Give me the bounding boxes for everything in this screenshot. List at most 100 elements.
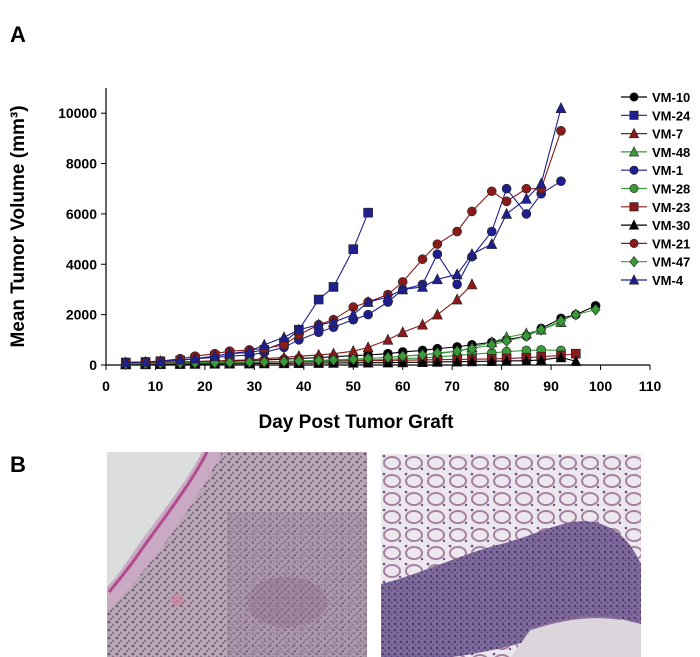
x-tick-label: 80 bbox=[494, 378, 510, 394]
data-point-vm-30 bbox=[486, 355, 498, 367]
series-line-vm-4 bbox=[125, 108, 562, 364]
data-point-vm-7 bbox=[466, 278, 478, 290]
x-tick-label: 100 bbox=[589, 378, 613, 394]
data-point-vm-24 bbox=[328, 282, 339, 292]
data-point-vm-7 bbox=[362, 341, 374, 353]
legend-label-vm-1: VM-1 bbox=[652, 163, 683, 178]
data-point-vm-7 bbox=[431, 308, 443, 320]
data-point-vm-47 bbox=[570, 308, 581, 321]
data-point-vm-47 bbox=[417, 348, 428, 361]
data-point-vm-4 bbox=[278, 331, 290, 343]
legend-marker-vm-24 bbox=[629, 110, 639, 120]
y-axis-title: Mean Tumor Volume (mm³) bbox=[8, 105, 29, 347]
chart-series-layer bbox=[120, 101, 601, 370]
legend-label-vm-24: VM-24 bbox=[652, 108, 691, 123]
series-line-vm-1 bbox=[125, 180, 562, 364]
data-point-vm-1 bbox=[501, 183, 512, 194]
data-point-vm-21 bbox=[521, 183, 532, 194]
data-point-vm-30 bbox=[417, 356, 428, 368]
legend-label-vm-23: VM-23 bbox=[652, 200, 690, 215]
x-axis-title: Day Post Tumor Graft bbox=[259, 412, 455, 433]
data-point-vm-24 bbox=[363, 207, 373, 218]
series-vm-47 bbox=[120, 303, 601, 370]
data-point-vm-4 bbox=[258, 338, 270, 350]
data-point-vm-4 bbox=[431, 273, 443, 285]
data-point-vm-47 bbox=[259, 356, 270, 368]
data-point-vm-4 bbox=[501, 207, 513, 219]
chart-legend: VM-10 VM-24 VM-7 VM-48 VM-1 VM-28 VM-23 VM-30 VM… bbox=[617, 87, 697, 293]
data-point-vm-4 bbox=[189, 352, 201, 364]
data-point-vm-4 bbox=[451, 268, 463, 280]
series-vm-24 bbox=[120, 207, 373, 368]
data-point-vm-4 bbox=[209, 350, 221, 361]
data-point-vm-1 bbox=[432, 249, 443, 259]
data-point-vm-7 bbox=[451, 293, 463, 305]
data-point-vm-30 bbox=[451, 355, 463, 367]
legend-marker-vm-10 bbox=[629, 92, 639, 102]
series-vm-1 bbox=[120, 176, 566, 368]
data-point-vm-30 bbox=[520, 354, 532, 366]
data-point-vm-21 bbox=[467, 206, 477, 217]
legend-marker-vm-28 bbox=[629, 184, 639, 194]
y-tick-label: 4000 bbox=[66, 256, 97, 272]
data-point-vm-1 bbox=[556, 176, 566, 186]
x-tick-label: 40 bbox=[296, 378, 312, 394]
data-point-vm-7 bbox=[397, 326, 409, 338]
data-point-vm-4 bbox=[417, 280, 428, 292]
data-point-vm-4 bbox=[520, 192, 532, 204]
data-point-vm-47 bbox=[383, 351, 393, 364]
panel-label-a: A bbox=[10, 22, 26, 47]
legend-marker-vm-48 bbox=[628, 146, 640, 157]
data-point-vm-4 bbox=[243, 344, 255, 356]
legend-marker-vm-23 bbox=[629, 202, 639, 212]
tumor-volume-chart: 0 2000 4000 6000 8000 10000 0 10 20 30 40 50 60 70 80 9… bbox=[8, 87, 697, 433]
legend-label-vm-30: VM-30 bbox=[652, 218, 690, 233]
legend-label-vm-47: VM-47 bbox=[652, 255, 690, 270]
data-point-vm-47 bbox=[363, 352, 373, 365]
data-point-vm-4 bbox=[328, 316, 339, 327]
data-point-vm-47 bbox=[486, 338, 497, 351]
data-point-vm-4 bbox=[466, 248, 478, 260]
series-line-vm-47 bbox=[125, 309, 596, 365]
data-point-vm-4 bbox=[224, 347, 236, 359]
x-tick-label: 0 bbox=[102, 378, 110, 394]
data-point-vm-47 bbox=[467, 342, 477, 355]
legend-marker-vm-30 bbox=[628, 219, 640, 230]
y-tick-label: 0 bbox=[89, 357, 97, 373]
data-point-vm-47 bbox=[452, 345, 463, 358]
x-tick-label: 110 bbox=[639, 378, 662, 394]
data-point-vm-30 bbox=[555, 351, 567, 363]
data-point-vm-1 bbox=[452, 279, 462, 290]
data-point-vm-30 bbox=[501, 354, 513, 366]
data-point-vm-4 bbox=[140, 355, 152, 367]
data-point-vm-4 bbox=[397, 283, 409, 295]
data-point-vm-47 bbox=[432, 346, 443, 359]
legend-marker-vm-7 bbox=[628, 127, 640, 139]
x-tick-label: 70 bbox=[444, 378, 460, 394]
legend-marker-vm-1 bbox=[629, 165, 639, 175]
data-point-vm-21 bbox=[501, 196, 512, 207]
x-tick-label: 90 bbox=[543, 378, 559, 394]
y-tick-label: 8000 bbox=[66, 156, 97, 172]
legend-label-vm-7: VM-7 bbox=[652, 127, 683, 142]
data-point-vm-4 bbox=[382, 290, 394, 302]
data-point-vm-47 bbox=[536, 323, 547, 336]
chart-axes: 0 2000 4000 6000 8000 10000 0 10 20 30 40 50 60 70 80 9… bbox=[8, 88, 662, 433]
legend-label-vm-10: VM-10 bbox=[652, 90, 690, 105]
data-point-vm-4 bbox=[347, 308, 359, 320]
data-point-vm-47 bbox=[313, 354, 324, 367]
data-point-vm-4 bbox=[535, 177, 547, 189]
y-tick-label: 2000 bbox=[66, 307, 97, 323]
data-point-vm-21 bbox=[556, 126, 566, 136]
data-point-vm-4 bbox=[174, 353, 186, 365]
data-point-vm-1 bbox=[521, 209, 532, 219]
data-point-vm-30 bbox=[570, 355, 582, 367]
data-point-vm-30 bbox=[535, 353, 547, 365]
data-point-vm-47 bbox=[556, 314, 566, 327]
data-point-vm-47 bbox=[328, 353, 339, 366]
x-tick-label: 30 bbox=[247, 378, 263, 394]
data-point-vm-21 bbox=[432, 239, 443, 249]
data-point-vm-21 bbox=[452, 226, 462, 237]
x-tick-label: 50 bbox=[345, 378, 361, 394]
data-point-vm-47 bbox=[501, 335, 512, 348]
